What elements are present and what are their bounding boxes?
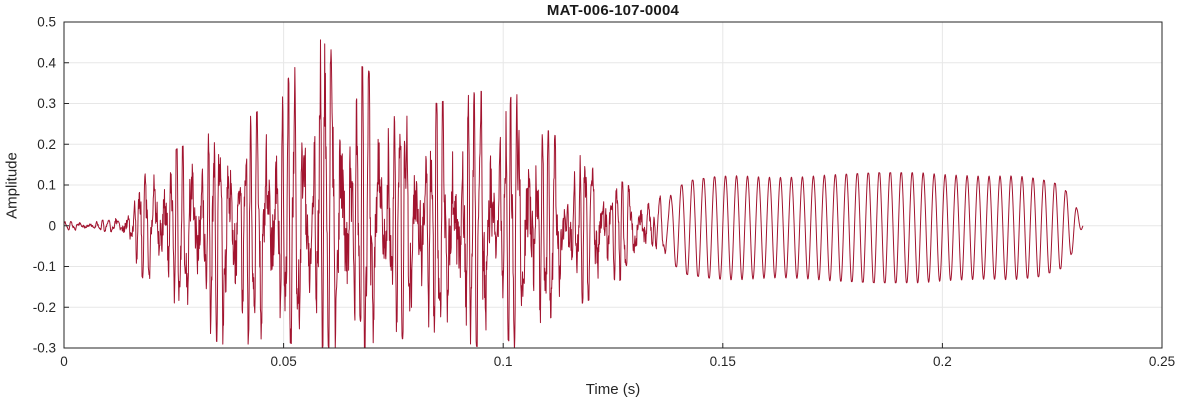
waveform-line (64, 39, 1084, 348)
y-tick-label: -0.1 (33, 259, 56, 274)
y-tick-label: 0.3 (37, 96, 56, 111)
y-tick-label: 0.4 (37, 55, 56, 70)
y-tick-label: -0.3 (33, 341, 56, 356)
y-tick-label: 0.2 (37, 137, 56, 152)
chart-title: MAT-006-107-0004 (546, 2, 680, 19)
y-tick-label: 0.1 (37, 178, 56, 193)
y-tick-label: 0.5 (37, 15, 56, 30)
y-tick-label: -0.2 (33, 300, 56, 315)
y-tick-label: 0 (48, 218, 56, 233)
x-tick-label: 0.05 (270, 354, 296, 369)
x-tick-label: 0.2 (933, 354, 952, 369)
x-tick-label: 0.25 (1149, 354, 1175, 369)
x-tick-label: 0.1 (494, 354, 513, 369)
x-tick-label: 0 (60, 354, 68, 369)
x-axis-label: Time (s) (585, 381, 641, 398)
x-tick-label: 0.15 (710, 354, 736, 369)
